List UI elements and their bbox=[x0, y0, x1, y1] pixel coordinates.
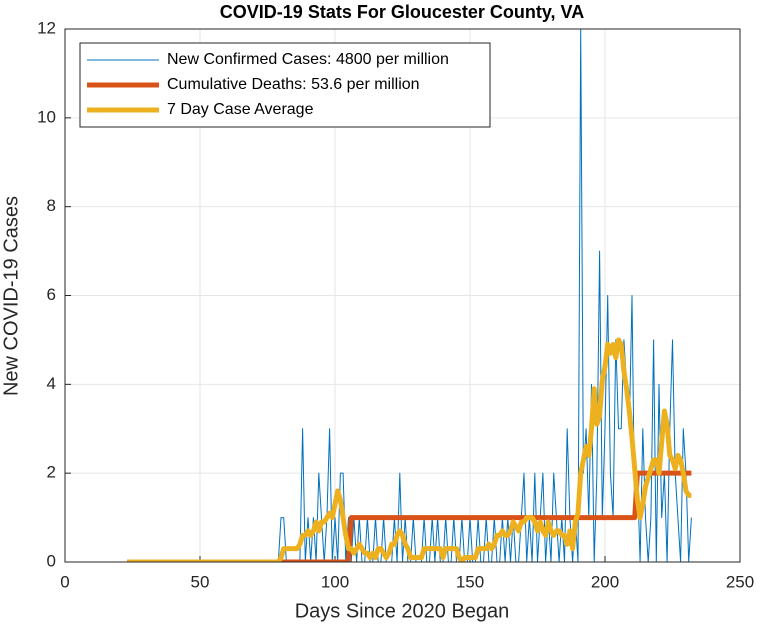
y-tick-label: 4 bbox=[47, 374, 56, 393]
data-line bbox=[127, 337, 692, 562]
x-tick-label: 100 bbox=[321, 572, 349, 591]
y-tick-label: 6 bbox=[47, 285, 56, 304]
x-axis-label: Days Since 2020 Began bbox=[295, 600, 510, 622]
x-tick-label: 150 bbox=[456, 572, 484, 591]
data-line bbox=[127, 29, 692, 562]
chart-title: COVID-19 Stats For Gloucester County, VA bbox=[220, 2, 584, 22]
y-axis-label: New COVID-19 Cases bbox=[0, 196, 22, 396]
x-tick-label: 250 bbox=[726, 572, 754, 591]
axes-box bbox=[64, 28, 741, 563]
y-tick-label: 12 bbox=[37, 18, 56, 37]
y-tick-label: 10 bbox=[37, 107, 56, 126]
y-tick-label: 0 bbox=[47, 551, 56, 570]
legend-label: New Confirmed Cases: 4800 per million bbox=[167, 51, 449, 68]
y-tick-label: 2 bbox=[47, 463, 56, 482]
data-line bbox=[127, 470, 692, 562]
legend-label: 7 Day Case Average bbox=[167, 101, 314, 118]
y-tick-label: 8 bbox=[47, 196, 56, 215]
x-tick-label: 200 bbox=[591, 572, 619, 591]
x-tick-label: 0 bbox=[60, 572, 69, 591]
legend-label: Cumulative Deaths: 53.6 per million bbox=[167, 76, 420, 93]
x-tick-label: 50 bbox=[191, 572, 210, 591]
